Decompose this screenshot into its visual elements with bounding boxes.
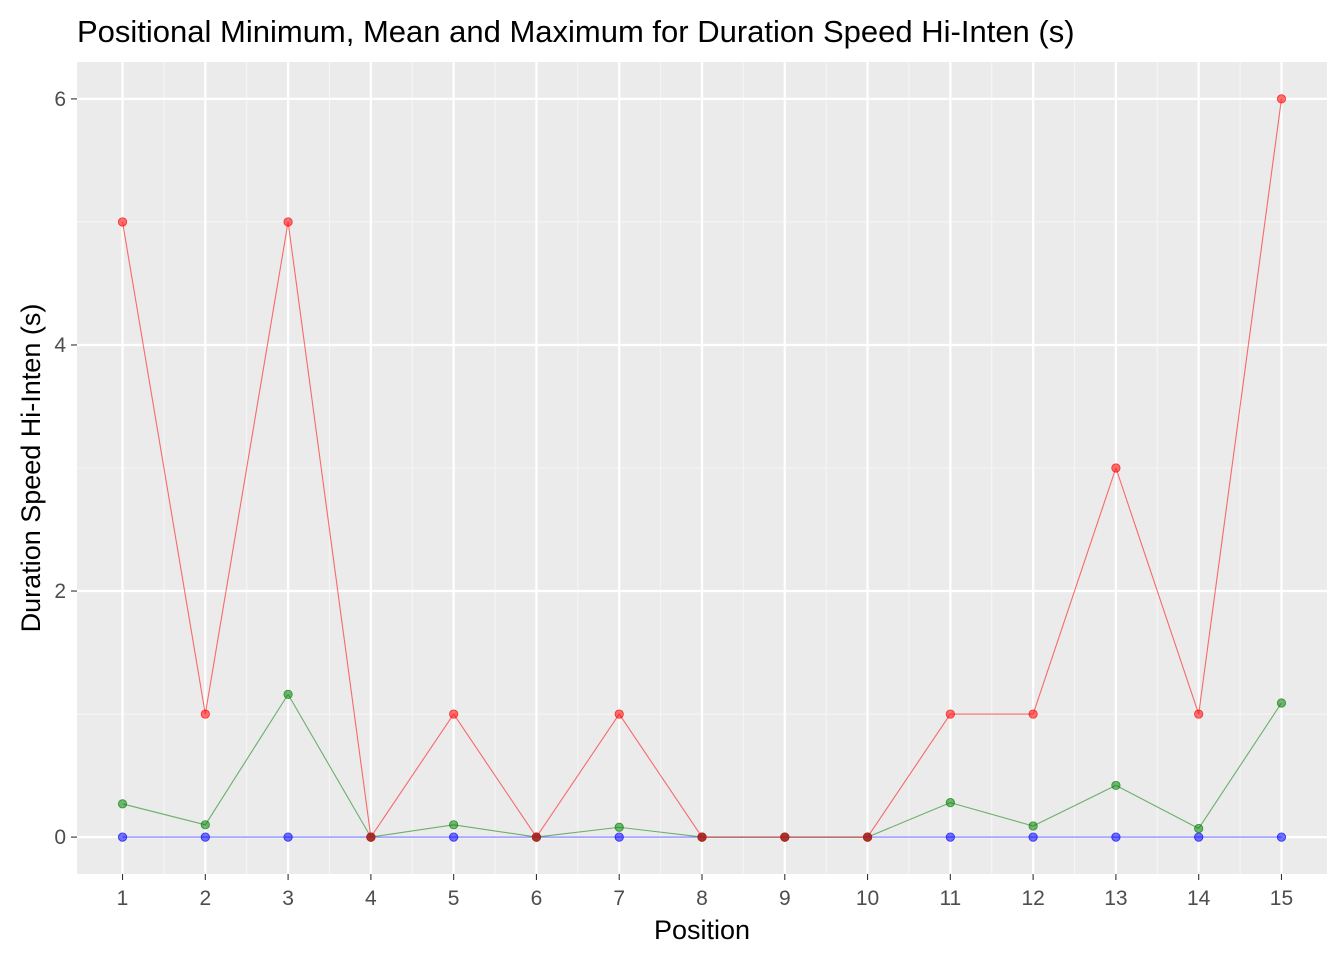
data-point-series-1 bbox=[200, 832, 210, 842]
x-tick-label: 3 bbox=[282, 887, 294, 910]
data-point-series-3 bbox=[945, 709, 955, 719]
data-point-series-3 bbox=[449, 709, 459, 719]
y-axis: 0 2 4 6 bbox=[54, 88, 77, 849]
data-point-series-3 bbox=[1194, 709, 1204, 719]
y-tick-label: 6 bbox=[54, 88, 66, 111]
x-axis-title: Position bbox=[654, 915, 750, 945]
data-point-series-1 bbox=[945, 832, 955, 842]
grid-major bbox=[77, 62, 1327, 874]
data-point-series-3 bbox=[1276, 94, 1287, 104]
x-axis: 1 2 3 4 5 6 7 8 9 10 11 12 13 14 15 bbox=[117, 874, 1293, 910]
data-point-series-3 bbox=[1028, 709, 1038, 719]
series-layer bbox=[117, 94, 1287, 842]
y-axis-title: Duration Speed Hi-Inten (s) bbox=[16, 304, 46, 633]
data-point-series-1 bbox=[1276, 832, 1287, 842]
data-point-series-2 bbox=[449, 820, 459, 830]
data-point-series-2 bbox=[1028, 821, 1038, 831]
data-point-series-1 bbox=[1111, 832, 1121, 842]
x-tick-label: 9 bbox=[779, 887, 791, 910]
data-point-series-2 bbox=[945, 798, 955, 808]
data-point-series-1 bbox=[1194, 832, 1204, 842]
data-point-series-1 bbox=[449, 832, 459, 842]
x-tick-label: 1 bbox=[117, 887, 129, 910]
chart-title: Positional Minimum, Mean and Maximum for… bbox=[77, 14, 1075, 49]
x-tick-label: 10 bbox=[856, 887, 879, 910]
x-tick-label: 8 bbox=[696, 887, 708, 910]
data-point-series-3 bbox=[1111, 463, 1121, 473]
data-point-series-2 bbox=[1111, 780, 1121, 791]
data-point-series-3 bbox=[200, 709, 210, 719]
x-tick-label: 13 bbox=[1104, 887, 1127, 910]
data-point-series-3 bbox=[780, 832, 790, 842]
data-point-series-2 bbox=[614, 822, 624, 832]
data-point-series-1 bbox=[1028, 832, 1038, 842]
x-tick-label: 7 bbox=[613, 887, 625, 910]
y-tick-label: 4 bbox=[54, 334, 66, 357]
data-point-series-3 bbox=[283, 217, 293, 227]
x-tick-label: 6 bbox=[531, 887, 543, 910]
data-point-series-1 bbox=[283, 832, 293, 842]
y-tick-label: 0 bbox=[54, 826, 66, 849]
y-tick-label: 2 bbox=[54, 580, 66, 603]
data-point-series-3 bbox=[697, 832, 707, 842]
data-point-series-2 bbox=[200, 820, 210, 830]
x-tick-label: 15 bbox=[1270, 887, 1293, 910]
data-point-series-2 bbox=[283, 689, 293, 699]
x-tick-label: 5 bbox=[448, 887, 460, 910]
x-tick-label: 12 bbox=[1021, 887, 1044, 910]
x-tick-label: 2 bbox=[199, 887, 211, 910]
x-tick-label: 14 bbox=[1187, 887, 1211, 910]
data-point-series-3 bbox=[862, 832, 873, 842]
data-point-series-3 bbox=[366, 832, 376, 842]
x-tick-label: 4 bbox=[365, 887, 377, 910]
data-point-series-2 bbox=[1276, 698, 1287, 708]
data-point-series-1 bbox=[117, 832, 128, 842]
data-point-series-1 bbox=[614, 832, 624, 842]
data-point-series-2 bbox=[117, 799, 128, 809]
x-tick-label: 11 bbox=[939, 887, 961, 910]
data-point-series-3 bbox=[117, 217, 128, 227]
data-point-series-3 bbox=[614, 709, 624, 719]
data-point-series-3 bbox=[531, 832, 542, 842]
data-point-series-2 bbox=[1194, 823, 1204, 834]
